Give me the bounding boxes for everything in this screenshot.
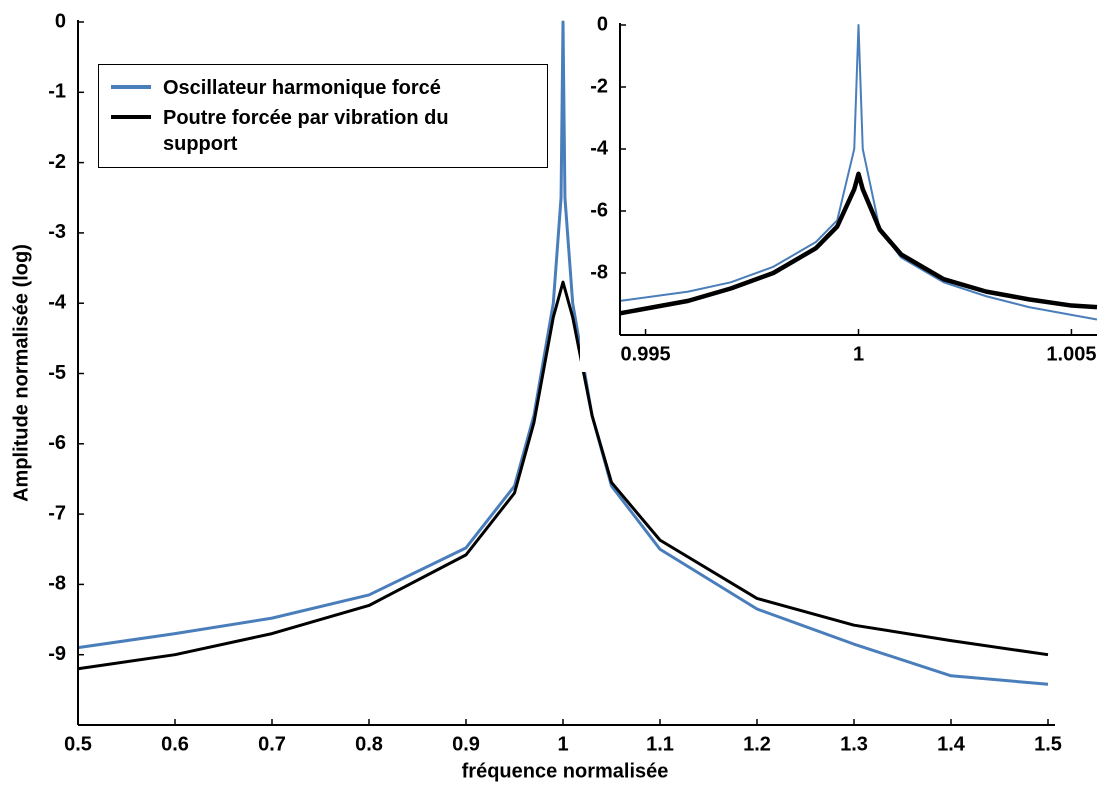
x-tick-label: 1	[853, 343, 864, 365]
x-tick-label: 0.9	[452, 733, 480, 755]
y-tick-label: -9	[48, 643, 66, 665]
legend-swatch	[111, 85, 151, 89]
x-tick-label: 0.5	[64, 733, 92, 755]
y-tick-label: -2	[48, 151, 66, 173]
inset-background	[580, 0, 1105, 372]
y-tick-label: -6	[48, 432, 66, 454]
x-tick-label: 1.3	[840, 733, 868, 755]
legend-entry: Oscillateur harmonique forcé	[107, 75, 539, 101]
x-tick-label: 1.2	[743, 733, 771, 755]
y-tick-label: -3	[48, 221, 66, 243]
data-line	[77, 280, 1049, 671]
x-tick-label: 0.6	[161, 733, 189, 755]
legend-label: Poutre forcée par vibration du support	[163, 107, 449, 155]
y-tick-label: -2	[590, 75, 608, 97]
y-tick-label: -1	[48, 81, 66, 103]
x-tick-label: 0.995	[621, 343, 671, 365]
y-tick-label: -5	[48, 362, 66, 384]
y-tick-label: -4	[590, 137, 609, 159]
y-axis-label: Amplitude normalisée (log)	[10, 244, 32, 502]
x-tick-label: 1.5	[1034, 733, 1062, 755]
x-tick-label: 1.1	[646, 733, 674, 755]
legend-label: Oscillateur harmonique forcé	[163, 77, 441, 99]
y-tick-label: -7	[48, 502, 66, 524]
x-tick-label: 1	[557, 733, 568, 755]
data-line	[619, 24, 1098, 321]
x-tick-label: 0.7	[258, 733, 286, 755]
data-line	[619, 171, 1098, 316]
x-axis-label: fréquence normalisée	[462, 760, 669, 782]
x-tick-label: 0.8	[355, 733, 383, 755]
y-tick-label: -6	[590, 199, 608, 221]
legend: Oscillateur harmonique forcé Poutre forcé…	[98, 64, 548, 168]
data-line	[77, 20, 1049, 686]
y-tick-label: -8	[590, 261, 608, 283]
x-tick-label: 1.4	[937, 733, 966, 755]
y-tick-label: -4	[48, 291, 67, 313]
y-tick-label: 0	[597, 13, 608, 35]
y-tick-label: 0	[55, 10, 66, 32]
y-tick-label: -8	[48, 573, 66, 595]
x-tick-label: 1.005	[1046, 343, 1096, 365]
legend-swatch	[111, 115, 151, 119]
legend-entry: Poutre forcée par vibration du support	[107, 105, 539, 157]
